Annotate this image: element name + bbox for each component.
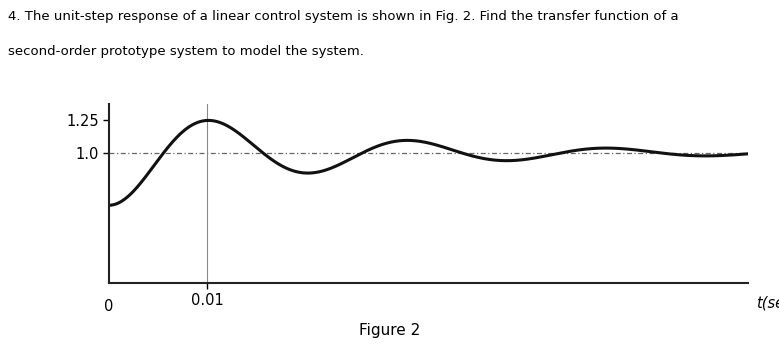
Text: second-order prototype system to model the system.: second-order prototype system to model t… (8, 45, 364, 58)
Text: t(sec): t(sec) (756, 295, 779, 310)
Text: 4. The unit-step response of a linear control system is shown in Fig. 2. Find th: 4. The unit-step response of a linear co… (8, 10, 679, 23)
Text: Figure 2: Figure 2 (359, 323, 420, 338)
Text: 0: 0 (104, 299, 114, 314)
